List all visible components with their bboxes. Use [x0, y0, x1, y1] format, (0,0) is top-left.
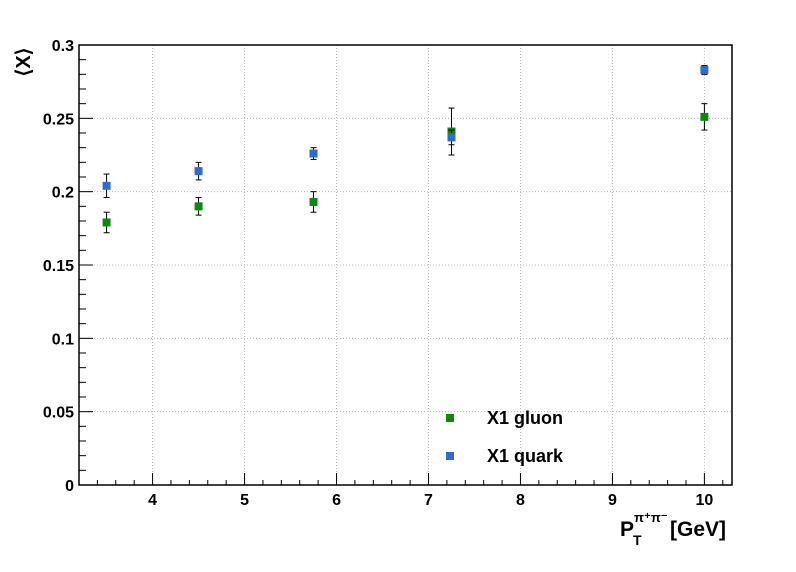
legend-marker	[446, 414, 454, 422]
x-tick-label: 10	[696, 492, 714, 509]
x-tick-label: 8	[516, 492, 525, 509]
y-axis-title: ⟨X⟩	[13, 48, 35, 77]
data-point	[194, 202, 203, 211]
data-point	[309, 197, 318, 206]
grid-lines	[79, 45, 732, 485]
x-axis-title-main: P	[620, 518, 634, 541]
x-tick-label: 5	[240, 492, 249, 509]
y-tick-label: 0.1	[52, 331, 74, 348]
x-axis-title-unit: [GeV]	[670, 518, 726, 541]
data-point	[447, 133, 456, 142]
legend: X1 gluon X1 quark	[446, 408, 564, 466]
legend-label: X1 quark	[487, 446, 564, 466]
x-axis-title: P T π⁺π⁻ [GeV]	[620, 510, 726, 548]
y-tick-label: 0.2	[52, 185, 74, 202]
x-axis-title-sup: π⁺π⁻	[634, 510, 668, 525]
x-tick-label: 6	[332, 492, 341, 509]
data-point	[194, 167, 203, 176]
data-point	[309, 149, 318, 158]
data-point	[700, 65, 709, 74]
y-tick-label: 0.3	[52, 38, 74, 55]
x-tick-label: 7	[424, 492, 433, 509]
y-tick-label: 0.15	[43, 258, 74, 275]
legend-label: X1 gluon	[487, 408, 563, 428]
legend-marker	[446, 452, 454, 460]
x-tick-label: 4	[148, 492, 157, 509]
x-tick-label: 9	[608, 492, 617, 509]
y-tick-label: 0.25	[43, 111, 74, 128]
data-point	[102, 218, 111, 227]
axes: 4 5 6 7 8 9 10 0 0.05 0.1 0.15 0.2 0.25 0.3	[43, 38, 724, 509]
x-axis-title-sub: T	[633, 532, 642, 548]
y-tick-label: 0	[65, 478, 74, 495]
y-tick-label: 0.05	[43, 405, 74, 422]
data-point	[102, 181, 111, 190]
data-points	[102, 65, 709, 234]
data-point	[700, 112, 709, 121]
